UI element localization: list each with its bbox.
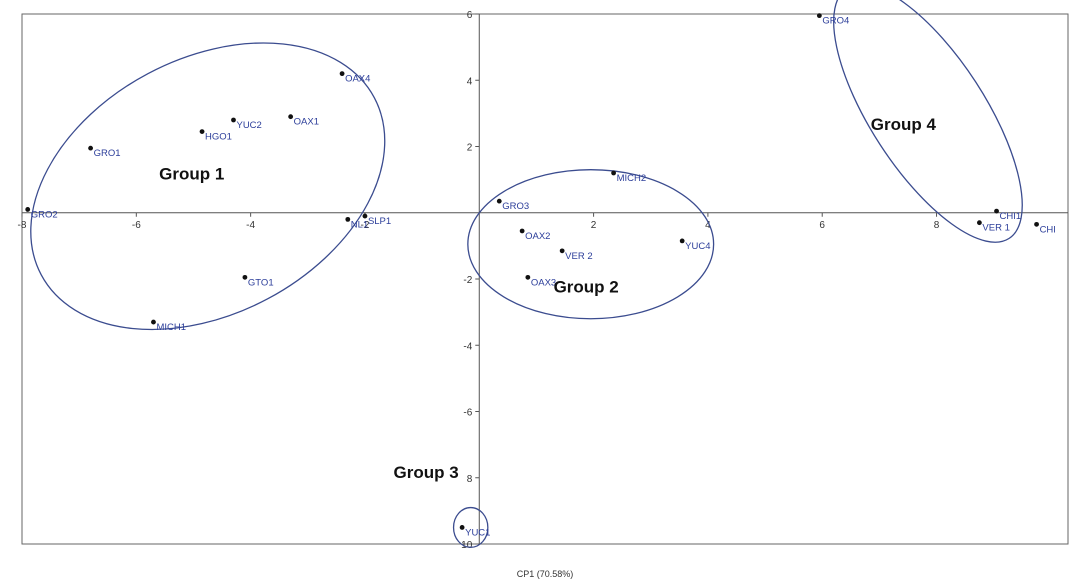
x-tick-label: 6 — [819, 220, 825, 231]
data-point-label: GRO1 — [94, 148, 121, 159]
group-labels: Group 1 Group 2 Group 3 Group 4 — [159, 115, 936, 482]
group-ellipse — [468, 170, 714, 319]
data-point-label: GRO3 — [502, 201, 529, 212]
y-tick-label: 8 — [467, 474, 473, 485]
data-point-label: VER 1 — [982, 223, 1009, 234]
data-point-label: GRO2 — [31, 209, 58, 220]
x-tick-label: -6 — [132, 220, 141, 231]
data-point — [525, 275, 530, 280]
data-point-label: OAX3 — [531, 277, 556, 288]
data-point-label: OAX4 — [345, 74, 370, 85]
data-point — [1034, 222, 1039, 227]
data-point — [497, 199, 502, 204]
x-tick-label: 2 — [591, 220, 597, 231]
data-point-label: OAX1 — [294, 117, 319, 128]
x-tick-label: 8 — [934, 220, 940, 231]
group-ellipse — [0, 0, 434, 387]
group-label: Group 1 — [159, 165, 224, 184]
y-tick-label: 4 — [467, 76, 473, 87]
data-point — [288, 114, 293, 119]
data-point-label: YUC2 — [236, 120, 261, 131]
group-ellipses — [0, 0, 1057, 547]
y-tick-label: -2 — [463, 275, 472, 286]
y-tick-label: 6 — [467, 10, 473, 21]
data-point-label: VER 2 — [565, 251, 592, 262]
group-label: Group 4 — [871, 115, 937, 134]
group-ellipse — [799, 0, 1057, 270]
data-point — [817, 13, 822, 18]
data-points: GRO2 GRO1 HGO1 YUC2 OAX1 OAX4 NL1 SLP1 GTO1 MICH1… — [25, 13, 1056, 538]
data-point-label: CHI1 — [1000, 211, 1022, 222]
data-point-label: GTO1 — [248, 277, 274, 288]
group-label: Group 2 — [554, 277, 619, 296]
data-point-label: YUC4 — [685, 241, 710, 252]
data-point — [560, 248, 565, 253]
data-point — [994, 209, 999, 214]
data-point-label: OAX2 — [525, 231, 550, 242]
y-tick-label: -6 — [463, 408, 472, 419]
data-point — [25, 207, 30, 212]
data-point — [363, 214, 368, 219]
y-tick-label: -4 — [463, 341, 472, 352]
data-point-label: SLP1 — [368, 216, 391, 227]
data-point — [460, 525, 465, 530]
data-point-label: MICH1 — [156, 322, 186, 333]
data-point-label: NL1 — [351, 219, 368, 230]
x-axis-title: CP1 (70.58%) — [517, 569, 574, 579]
data-point — [88, 146, 93, 151]
data-point — [243, 275, 248, 280]
data-point-label: YUC1 — [465, 527, 490, 538]
x-tick-label: -8 — [18, 220, 27, 231]
data-point — [520, 229, 525, 234]
data-point-label: GRO4 — [822, 16, 849, 27]
x-tick-label: -4 — [246, 220, 255, 231]
data-point — [345, 217, 350, 222]
data-point — [231, 118, 236, 123]
group-label: Group 3 — [394, 463, 459, 482]
data-point — [611, 171, 616, 176]
data-point — [977, 220, 982, 225]
y-tick-label: 2 — [467, 143, 473, 154]
data-point-label: CHI — [1040, 224, 1056, 235]
data-point — [200, 129, 205, 134]
data-point-label: HGO1 — [205, 132, 232, 143]
data-point — [151, 320, 156, 325]
data-point-label: MICH2 — [617, 173, 647, 184]
data-point — [680, 239, 685, 244]
data-point — [340, 71, 345, 76]
